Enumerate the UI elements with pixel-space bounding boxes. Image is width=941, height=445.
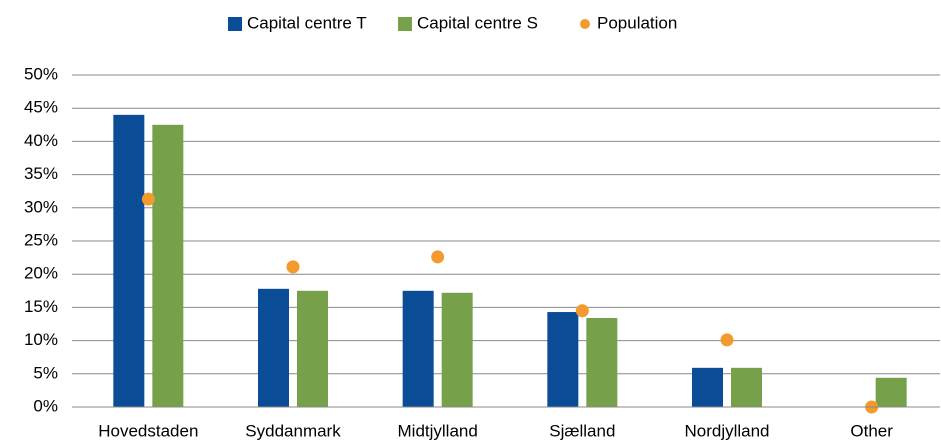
population-dot	[575, 304, 589, 318]
bar	[586, 318, 618, 407]
bar	[441, 292, 473, 407]
x-tick-label: Nordjylland	[684, 421, 769, 440]
y-tick-label: 50%	[24, 64, 58, 83]
y-tick-label: 5%	[33, 363, 58, 382]
legend-label: Capital centre T	[247, 13, 367, 32]
y-tick-label: 40%	[24, 131, 58, 150]
legend-label: Capital centre S	[417, 13, 538, 32]
x-tick-label: Midtjylland	[398, 421, 478, 440]
y-tick-label: 35%	[24, 164, 58, 183]
population-dot	[720, 333, 734, 347]
bar	[692, 367, 723, 407]
bar	[297, 290, 328, 407]
bar	[875, 377, 907, 407]
y-tick-label: 25%	[24, 230, 58, 249]
legend-label: Population	[597, 13, 677, 32]
x-tick-label: Sjælland	[549, 421, 615, 440]
y-tick-label: 10%	[24, 330, 58, 349]
x-tick-label: Other	[850, 421, 893, 440]
bar	[113, 114, 145, 407]
bar	[152, 124, 184, 408]
population-dot	[286, 260, 300, 274]
x-tick-label: Syddanmark	[245, 421, 341, 440]
population-dot	[141, 192, 155, 206]
legend-swatch	[228, 17, 242, 31]
y-tick-label: 15%	[24, 297, 58, 316]
legend-swatch	[580, 19, 590, 29]
y-tick-label: 20%	[24, 264, 58, 283]
bar	[547, 312, 579, 407]
y-tick-label: 45%	[24, 98, 58, 117]
bar	[731, 367, 762, 407]
bar	[402, 290, 434, 407]
legend-swatch	[398, 17, 412, 31]
bar	[258, 288, 289, 407]
population-dot	[431, 250, 445, 264]
x-tick-label: Hovedstaden	[98, 421, 198, 440]
y-tick-label: 30%	[24, 197, 58, 216]
y-tick-label: 0%	[33, 396, 58, 415]
